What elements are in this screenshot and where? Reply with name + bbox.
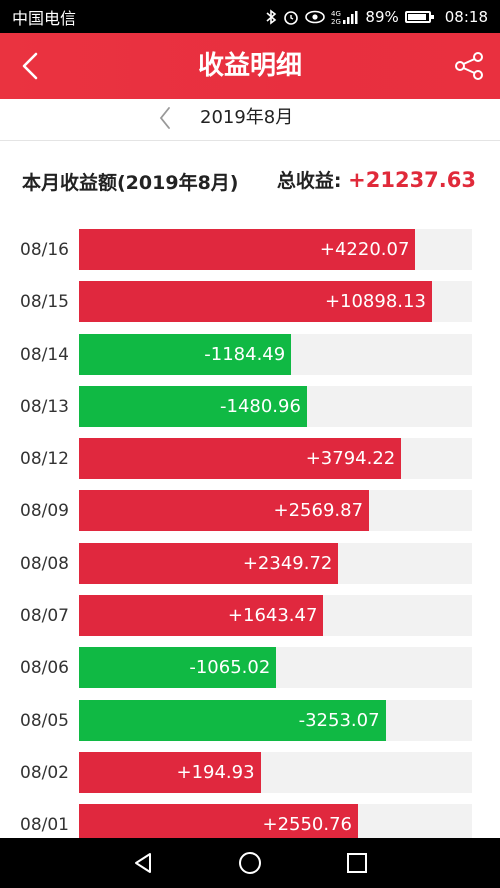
chevron-left-icon: [22, 52, 38, 80]
bar-track: -1480.96: [79, 385, 472, 427]
square-recents-icon: [346, 853, 367, 873]
row-date: 08/01: [20, 815, 69, 836]
nav-recents-button[interactable]: [335, 841, 379, 885]
income-bar: +3794.22: [79, 438, 402, 480]
income-bar: -1065.02: [79, 647, 277, 689]
chevron-left-icon: [159, 107, 170, 129]
nav-home-button[interactable]: [228, 841, 272, 885]
income-bar: -3253.07: [79, 699, 386, 741]
row-date: 08/08: [20, 553, 69, 574]
income-bar: +1643.47: [79, 595, 324, 637]
app-header: 收益明细: [0, 33, 500, 99]
daily-income-chart: 08/16 +4220.07 08/15 +10898.13 08/14 -1184.49…: [0, 224, 500, 852]
bar-track: +1643.47: [79, 595, 472, 637]
network-4g-icon: 4G 2G: [331, 10, 358, 25]
total-income: 总收益: +21237.63: [277, 166, 476, 193]
share-icon: [455, 52, 483, 80]
row-date: 08/09: [20, 501, 69, 522]
income-bar: +2349.72: [79, 542, 339, 584]
income-bar: +194.93: [79, 751, 261, 793]
income-row: 08/05 -3253.07: [0, 695, 500, 747]
row-date: 08/05: [20, 710, 69, 731]
bar-track: -1065.02: [79, 647, 472, 689]
bar-track: +194.93: [79, 751, 472, 793]
triangle-back-icon: [135, 853, 152, 873]
income-row: 08/02 +194.93: [0, 747, 500, 799]
row-date: 08/07: [20, 606, 69, 627]
row-date: 08/06: [20, 658, 69, 679]
income-summary: 本月收益额(2019年8月) 总收益: +21237.63: [22, 168, 482, 200]
bar-track: +3794.22: [79, 438, 472, 480]
share-button[interactable]: [450, 46, 490, 86]
income-row: 08/13 -1480.96: [0, 381, 500, 433]
row-date: 08/15: [20, 292, 69, 313]
row-date: 08/13: [20, 396, 69, 417]
month-total-label: 本月收益额(2019年8月): [22, 172, 239, 194]
month-label: 2019年8月: [200, 107, 294, 128]
income-row: 08/15 +10898.13: [0, 276, 500, 328]
income-row: 08/09 +2569.87: [0, 485, 500, 537]
total-income-value: +21237.63: [348, 168, 476, 192]
total-income-label: 总收益:: [276, 170, 342, 192]
clock: 08:18: [444, 7, 488, 26]
bar-track: -3253.07: [79, 699, 472, 741]
previous-month-button[interactable]: [152, 105, 178, 131]
income-bar: -1480.96: [79, 385, 307, 427]
bar-track: +2349.72: [79, 542, 472, 584]
row-date: 08/16: [20, 240, 69, 260]
income-bar: +2569.87: [79, 490, 370, 532]
income-row: 08/12 +3794.22: [0, 433, 500, 485]
carrier-label: 中国电信: [12, 8, 77, 28]
income-row: 08/14 -1184.49: [0, 329, 500, 381]
bar-track: -1184.49: [79, 333, 472, 375]
income-row: 08/16 +4220.07: [0, 224, 500, 276]
row-date: 08/14: [20, 344, 69, 365]
bar-track: +4220.07: [79, 229, 472, 270]
bluetooth-icon: [266, 8, 277, 25]
row-date: 08/02: [20, 762, 69, 783]
page-title: 收益明细: [197, 51, 302, 81]
income-bar: +4220.07: [79, 229, 416, 270]
svg-text:2G: 2G: [331, 18, 341, 25]
month-selector: 2019年8月: [0, 99, 500, 141]
income-row: 08/08 +2349.72: [0, 538, 500, 590]
income-row: 08/07 +1643.47: [0, 590, 500, 642]
back-button[interactable]: [10, 46, 50, 86]
alarm-icon: [284, 10, 299, 25]
bar-track: +10898.13: [79, 281, 472, 323]
battery-icon: [404, 10, 434, 23]
income-bar: -1184.49: [79, 333, 292, 375]
battery-percent: 89%: [365, 7, 399, 26]
system-nav-bar: [0, 838, 500, 888]
nav-back-button[interactable]: [121, 841, 165, 885]
income-row: 08/06 -1065.02: [0, 642, 500, 694]
row-date: 08/12: [20, 449, 69, 470]
circle-home-icon: [238, 852, 261, 874]
eye-icon: [305, 10, 326, 23]
status-icons: 4G 2G 89% 08:18: [265, 8, 488, 26]
svg-text:4G: 4G: [331, 10, 341, 18]
status-bar: 中国电信 4G 2G 89% 08:18: [0, 0, 500, 33]
income-bar: +10898.13: [79, 281, 432, 323]
bar-track: +2569.87: [79, 490, 472, 532]
